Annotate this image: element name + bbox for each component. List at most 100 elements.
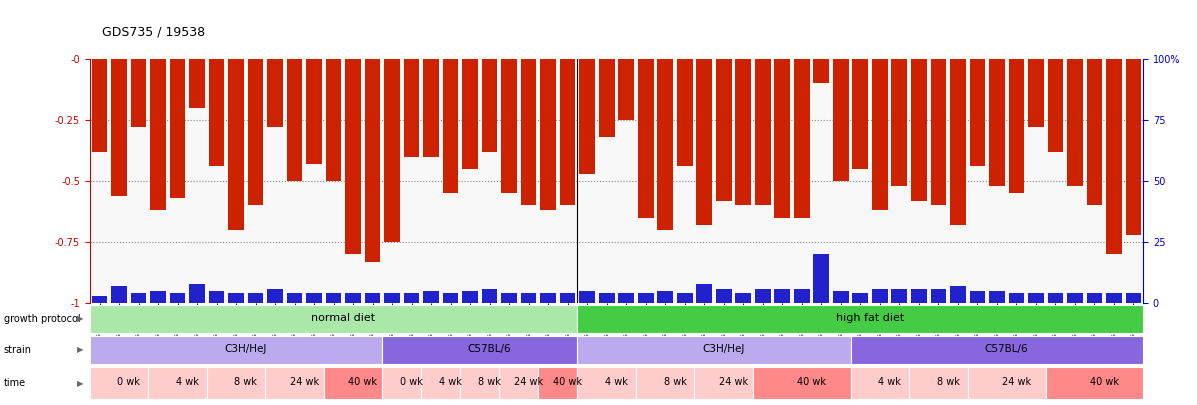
Bar [794, 59, 809, 217]
Text: normal diet: normal diet [311, 313, 376, 323]
Text: 24 wk: 24 wk [515, 377, 543, 388]
Bar [911, 59, 926, 200]
Bar [326, 59, 341, 181]
Bar [892, 59, 907, 186]
Bar [345, 293, 361, 303]
Bar [579, 59, 595, 174]
Bar [90, 367, 148, 399]
Bar [189, 59, 205, 108]
Text: 8 wk: 8 wk [936, 377, 960, 388]
Bar [930, 288, 946, 303]
Bar [1087, 59, 1102, 205]
Bar [577, 367, 636, 399]
Bar [462, 291, 478, 303]
Text: growth protocol: growth protocol [4, 314, 80, 324]
Text: 8 wk: 8 wk [663, 377, 686, 388]
Text: 24 wk: 24 wk [1002, 377, 1031, 388]
Bar [1046, 367, 1143, 399]
Bar [540, 293, 555, 303]
Bar [384, 293, 400, 303]
Bar [638, 59, 654, 217]
Bar [1047, 59, 1063, 151]
Text: GDS735 / 19538: GDS735 / 19538 [102, 26, 205, 38]
Bar [248, 293, 263, 303]
Text: 0 wk: 0 wk [400, 377, 423, 388]
Bar [421, 367, 461, 399]
Bar [1087, 293, 1102, 303]
Bar [794, 288, 809, 303]
Text: 24 wk: 24 wk [719, 377, 748, 388]
Bar [266, 367, 324, 399]
Bar [482, 288, 498, 303]
Bar [1067, 59, 1082, 186]
Bar [208, 59, 224, 166]
Bar [229, 293, 244, 303]
Bar [287, 293, 303, 303]
Bar [871, 288, 888, 303]
Text: C3H/HeJ: C3H/HeJ [703, 344, 745, 354]
Bar [443, 293, 458, 303]
Bar [90, 336, 382, 364]
Bar [930, 59, 946, 205]
Bar [989, 291, 1004, 303]
Text: 40 wk: 40 wk [1089, 377, 1119, 388]
Bar [833, 59, 849, 181]
Bar [774, 59, 790, 217]
Text: C57BL/6: C57BL/6 [985, 344, 1028, 354]
Bar [989, 59, 1004, 186]
Text: 40 wk: 40 wk [797, 377, 826, 388]
Bar [1106, 59, 1122, 254]
Bar [950, 59, 966, 225]
Bar [967, 367, 1046, 399]
Bar [735, 59, 751, 205]
Bar [208, 291, 224, 303]
Text: 8 wk: 8 wk [235, 377, 257, 388]
Bar [577, 336, 851, 364]
Text: 40 wk: 40 wk [553, 377, 582, 388]
Bar [911, 288, 926, 303]
Bar [326, 293, 341, 303]
Bar [403, 59, 419, 156]
Text: C3H/HeJ: C3H/HeJ [225, 344, 267, 354]
Text: 4 wk: 4 wk [604, 377, 628, 388]
Bar [90, 305, 577, 333]
Text: ▶: ▶ [78, 379, 84, 388]
Bar [365, 59, 381, 262]
Bar [306, 293, 322, 303]
Bar [267, 59, 282, 127]
Bar [502, 59, 517, 193]
Bar [577, 305, 1143, 333]
Bar [833, 291, 849, 303]
Bar [851, 367, 909, 399]
Bar [130, 293, 146, 303]
Bar [462, 59, 478, 169]
Bar [382, 336, 577, 364]
Bar [970, 291, 985, 303]
Bar [598, 293, 614, 303]
Bar [130, 59, 146, 127]
Bar [189, 284, 205, 303]
Text: 4 wk: 4 wk [879, 377, 901, 388]
Bar [540, 59, 555, 210]
Bar [111, 59, 127, 196]
Bar [267, 288, 282, 303]
Bar [598, 59, 614, 137]
Bar [1047, 293, 1063, 303]
Bar [151, 291, 166, 303]
Text: 24 wk: 24 wk [290, 377, 318, 388]
Text: strain: strain [4, 345, 31, 355]
Bar [657, 59, 673, 230]
Bar [1125, 293, 1141, 303]
Bar [403, 293, 419, 303]
Bar [365, 293, 381, 303]
Bar [638, 293, 654, 303]
Bar [950, 286, 966, 303]
Text: C57BL/6: C57BL/6 [468, 344, 511, 354]
Text: 4 wk: 4 wk [439, 377, 462, 388]
Bar [851, 336, 1143, 364]
Bar [560, 293, 576, 303]
Bar [521, 293, 536, 303]
Bar [678, 59, 693, 166]
Bar [92, 296, 108, 303]
Text: high fat diet: high fat diet [836, 313, 904, 323]
